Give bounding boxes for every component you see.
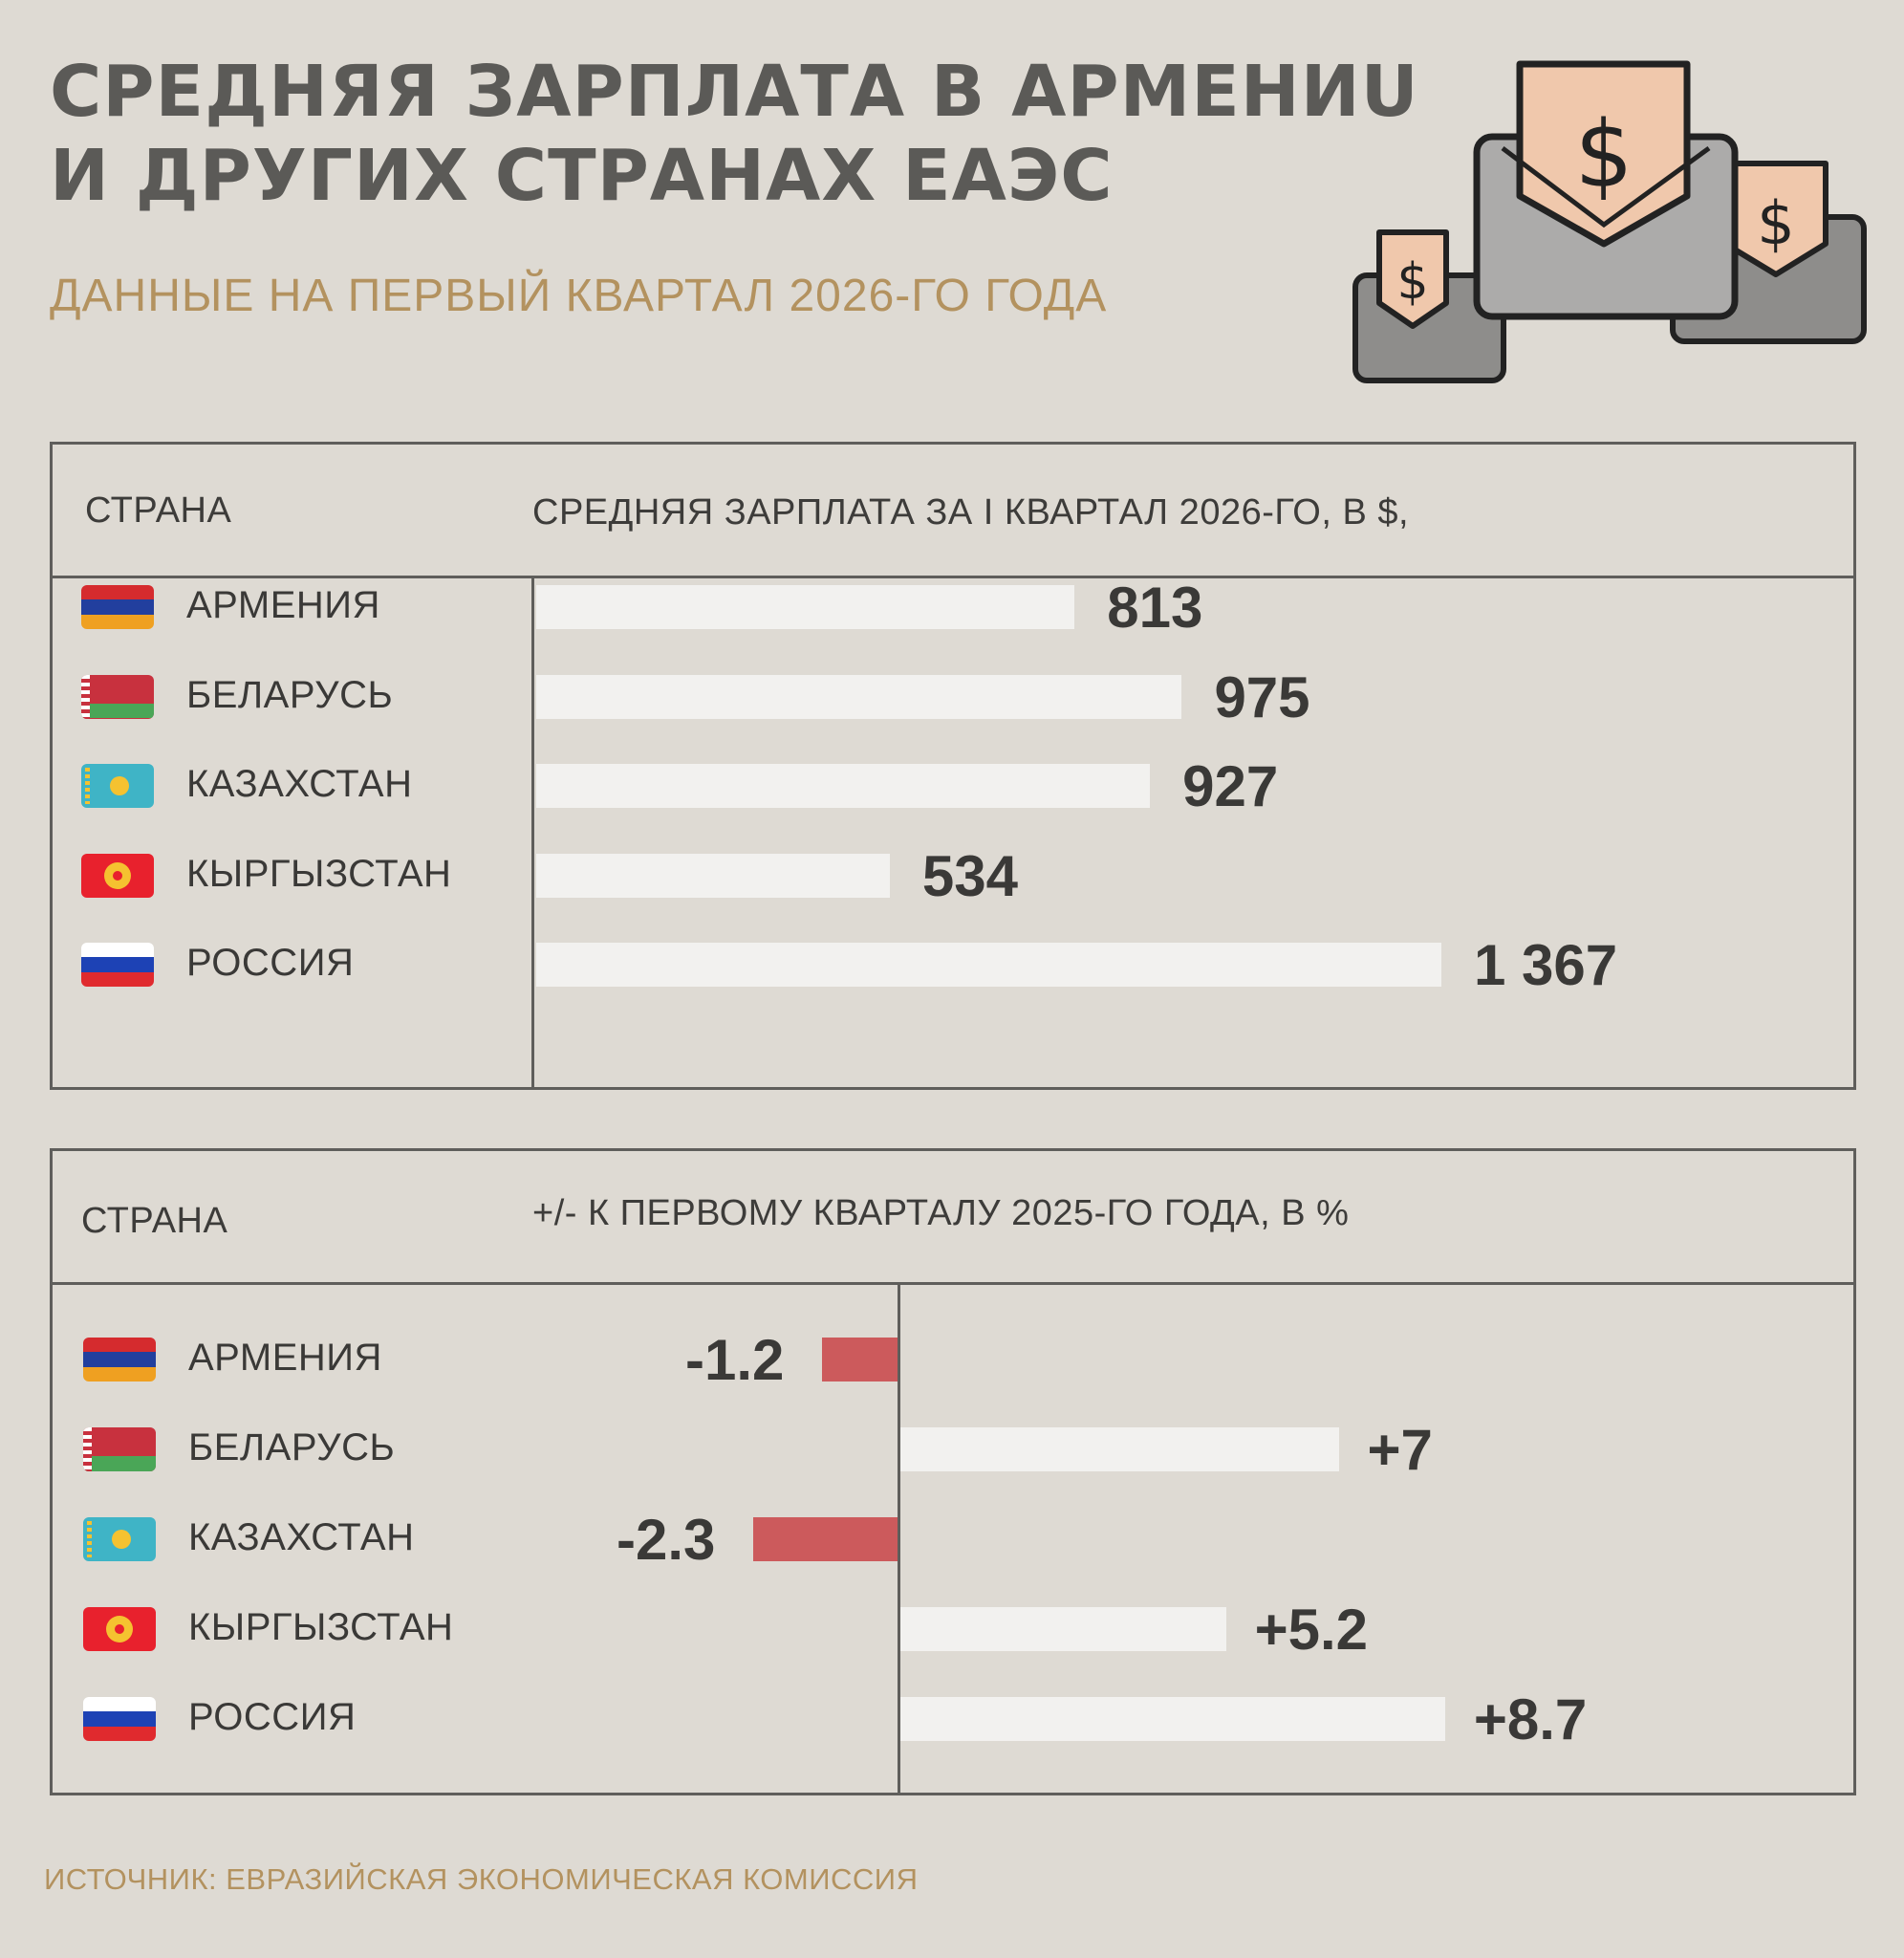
kyrgyzstan-flag-icon	[81, 853, 154, 898]
salary-chart-header: СТРАНА СРЕДНЯЯ ЗАРПЛАТА ЗА I КВАРТАЛ 202…	[53, 445, 1853, 578]
title-line-1: СРЕДНЯЯ ЗАРПЛАТА В АРМЕНИU	[50, 51, 1419, 133]
change-value-label: +5.2	[1254, 1598, 1369, 1662]
title-line-2: И ДРУГИХ СТРАНАХ ЕАЭС	[50, 135, 1114, 217]
country-label: КАЗАХСТАН	[186, 763, 413, 805]
armenia-flag-icon	[81, 585, 154, 629]
salary-bar	[536, 853, 890, 898]
country-label: БЕЛАРУСЬ	[186, 673, 394, 716]
kazakhstan-flag-icon	[81, 764, 154, 808]
page-title: СРЕДНЯЯ ЗАРПЛАТА В АРМЕНИU И ДРУГИХ СТРА…	[50, 50, 1419, 218]
country-column-header: СТРАНА	[81, 1201, 228, 1241]
salary-bar	[536, 585, 1075, 629]
kyrgyzstan-flag-icon	[83, 1607, 156, 1651]
negative-change-bar	[753, 1517, 898, 1561]
salary-value-label: 1 367	[1474, 933, 1618, 997]
salary-value-label: 534	[921, 843, 1019, 908]
change-value-label: +8.7	[1473, 1687, 1588, 1751]
armenia-flag-icon	[83, 1338, 156, 1381]
belarus-flag-icon	[83, 1427, 156, 1471]
salary-value-label: 813	[1107, 576, 1203, 640]
change-value-label: +7	[1367, 1418, 1433, 1482]
salary-bar	[536, 674, 1182, 719]
column-divider	[531, 576, 534, 1087]
change-chart-header: СТРАНА +/- К ПЕРВОМУ КВАРТАЛУ 2025-ГО ГО…	[53, 1151, 1853, 1285]
salary-column-header: СРЕДНЯЯ ЗАРПЛАТА ЗА I КВАРТАЛ 2026-ГО, В…	[532, 492, 1410, 533]
dollar-sign-right: $	[1757, 188, 1794, 258]
negative-change-bar	[822, 1338, 898, 1381]
positive-change-bar	[900, 1427, 1339, 1471]
russia-flag-icon	[81, 943, 154, 987]
russia-flag-icon	[83, 1697, 156, 1741]
country-label: РОССИЯ	[188, 1696, 357, 1738]
kazakhstan-flag-icon	[83, 1517, 156, 1561]
country-label: КЫРГЫЗСТАН	[186, 852, 452, 895]
salary-value-label: 927	[1182, 754, 1279, 818]
salary-bar	[536, 943, 1441, 987]
salary-bar	[536, 764, 1151, 808]
source-note: ИСТОЧНИК: ЕВРАЗИЙСКАЯ ЭКОНОМИЧЕСКАЯ КОМИ…	[44, 1862, 919, 1896]
country-column-header: СТРАНА	[85, 490, 232, 531]
salary-value-label: 975	[1214, 664, 1310, 729]
country-label: АРМЕНИЯ	[188, 1337, 382, 1379]
dollar-sign-center: $	[1574, 101, 1633, 208]
change-chart-panel: СТРАНА +/- К ПЕРВОМУ КВАРТАЛУ 2025-ГО ГО…	[50, 1148, 1856, 1795]
change-value-label: -2.3	[616, 1508, 716, 1572]
country-label: БЕЛАРУСЬ	[188, 1426, 396, 1468]
change-value-label: -1.2	[685, 1328, 785, 1392]
positive-change-bar	[900, 1697, 1445, 1741]
belarus-flag-icon	[81, 674, 154, 719]
zero-axis-line	[898, 1282, 900, 1793]
country-label: АРМЕНИЯ	[186, 584, 380, 626]
money-envelopes-icon: $ $ $	[1348, 53, 1883, 397]
country-label: КАЗАХСТАН	[188, 1516, 415, 1558]
salary-chart-panel: СТРАНА СРЕДНЯЯ ЗАРПЛАТА ЗА I КВАРТАЛ 202…	[50, 442, 1856, 1090]
subtitle: ДАННЫЕ НА ПЕРВЫЙ КВАРТАЛ 2026-ГО ГОДА	[50, 271, 1108, 321]
positive-change-bar	[900, 1607, 1226, 1651]
change-column-header: +/- К ПЕРВОМУ КВАРТАЛУ 2025-ГО ГОДА, В %	[532, 1193, 1350, 1233]
dollar-sign-left: $	[1396, 253, 1428, 311]
country-label: КЫРГЫЗСТАН	[188, 1606, 454, 1648]
country-label: РОССИЯ	[186, 942, 355, 984]
